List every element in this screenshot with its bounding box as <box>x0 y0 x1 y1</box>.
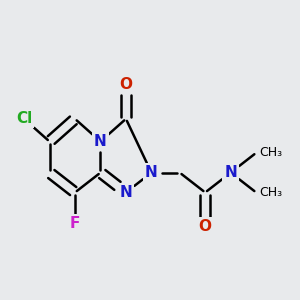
Text: CH₃: CH₃ <box>259 186 282 199</box>
Text: N: N <box>94 134 107 149</box>
Text: N: N <box>224 165 237 180</box>
Text: N: N <box>120 185 132 200</box>
Text: O: O <box>119 77 132 92</box>
Text: N: N <box>145 165 158 180</box>
Text: CH₃: CH₃ <box>259 146 282 159</box>
Text: F: F <box>70 216 80 231</box>
Text: Cl: Cl <box>16 111 32 126</box>
Text: O: O <box>199 219 212 234</box>
